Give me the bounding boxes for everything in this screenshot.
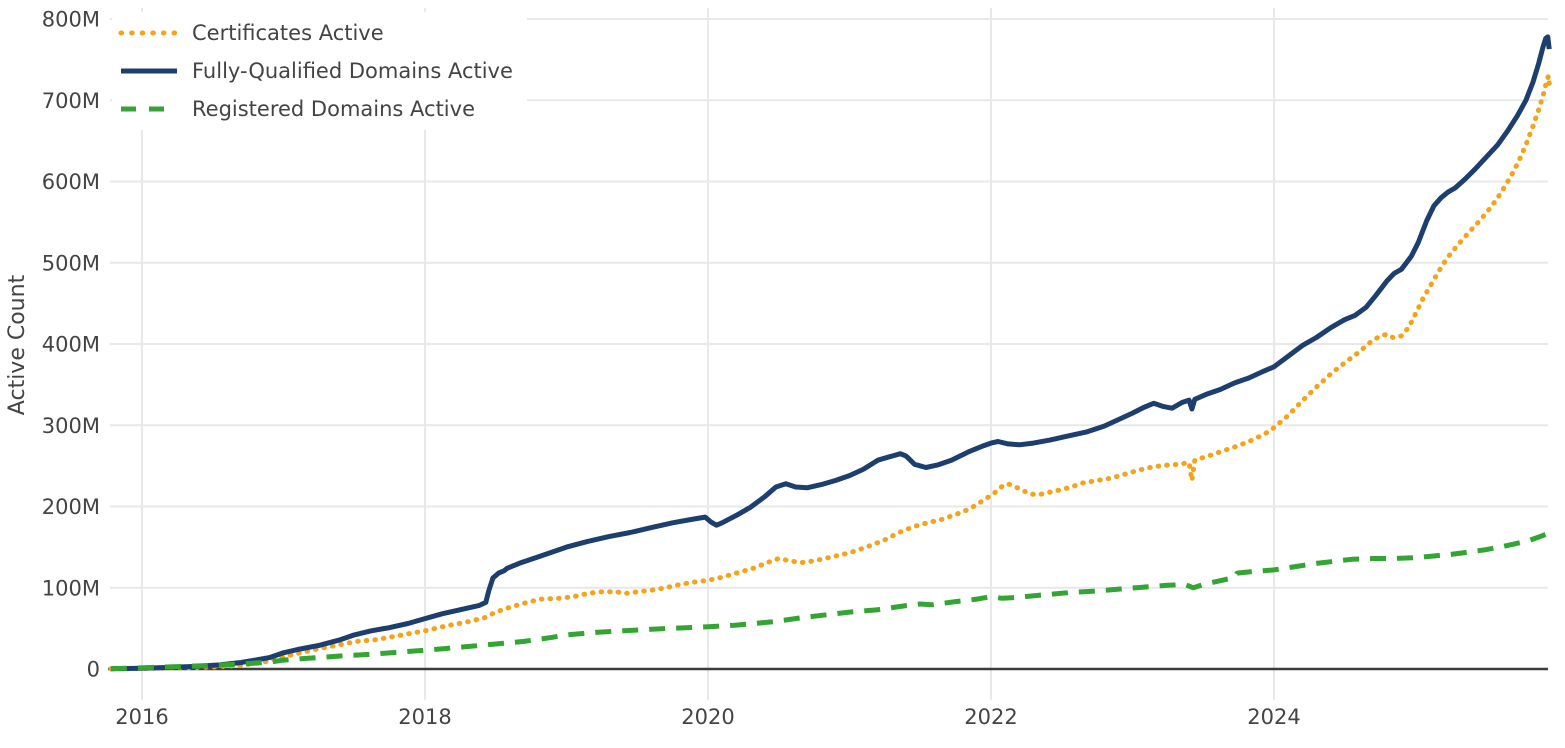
x-tick-label: 2020 <box>681 705 734 729</box>
y-axis-title: Active Count <box>5 274 30 415</box>
series-line-registered-domains-active <box>110 530 1550 672</box>
x-tick-label: 2024 <box>1247 705 1300 729</box>
legend-item-registered-domains-active[interactable]: Registered Domains Active <box>118 90 513 128</box>
solid-line-swatch-icon <box>121 68 177 74</box>
legend-item-fully-qualified-domains-active[interactable]: Fully-Qualified Domains Active <box>118 52 513 90</box>
series-line-fully-qualified-domains-active <box>110 34 1552 672</box>
legend-label: Registered Domains Active <box>192 97 475 121</box>
dashed-line-swatch-icon <box>121 106 177 112</box>
x-tick-label: 2018 <box>398 705 451 729</box>
legend: Certificates Active Fully-Qualified Doma… <box>112 12 527 130</box>
y-tick-label: 600M <box>42 170 100 194</box>
y-tick-label: 200M <box>42 495 100 519</box>
data-series <box>108 34 1553 672</box>
y-tick-label: 400M <box>42 333 100 357</box>
y-tick-label: 500M <box>42 251 100 275</box>
y-tick-label: 700M <box>42 89 100 113</box>
x-tick-label: 2022 <box>964 705 1017 729</box>
y-tick-label: 100M <box>42 576 100 600</box>
gridlines <box>110 8 1548 700</box>
x-tick-label: 2016 <box>115 705 168 729</box>
series-line-certificates-active <box>108 73 1553 672</box>
y-tick-label: 300M <box>42 414 100 438</box>
legend-item-certificates-active[interactable]: Certificates Active <box>118 14 513 52</box>
y-tick-label: 0 <box>87 658 100 682</box>
legend-label: Fully-Qualified Domains Active <box>192 59 513 83</box>
y-tick-label: 800M <box>42 8 100 32</box>
dotted-line-swatch-icon <box>118 30 180 36</box>
legend-label: Certificates Active <box>192 21 384 45</box>
tick-labels: 0 100M 200M 300M 400M 500M 600M 700M 800M 2016 201… <box>42 8 1301 730</box>
